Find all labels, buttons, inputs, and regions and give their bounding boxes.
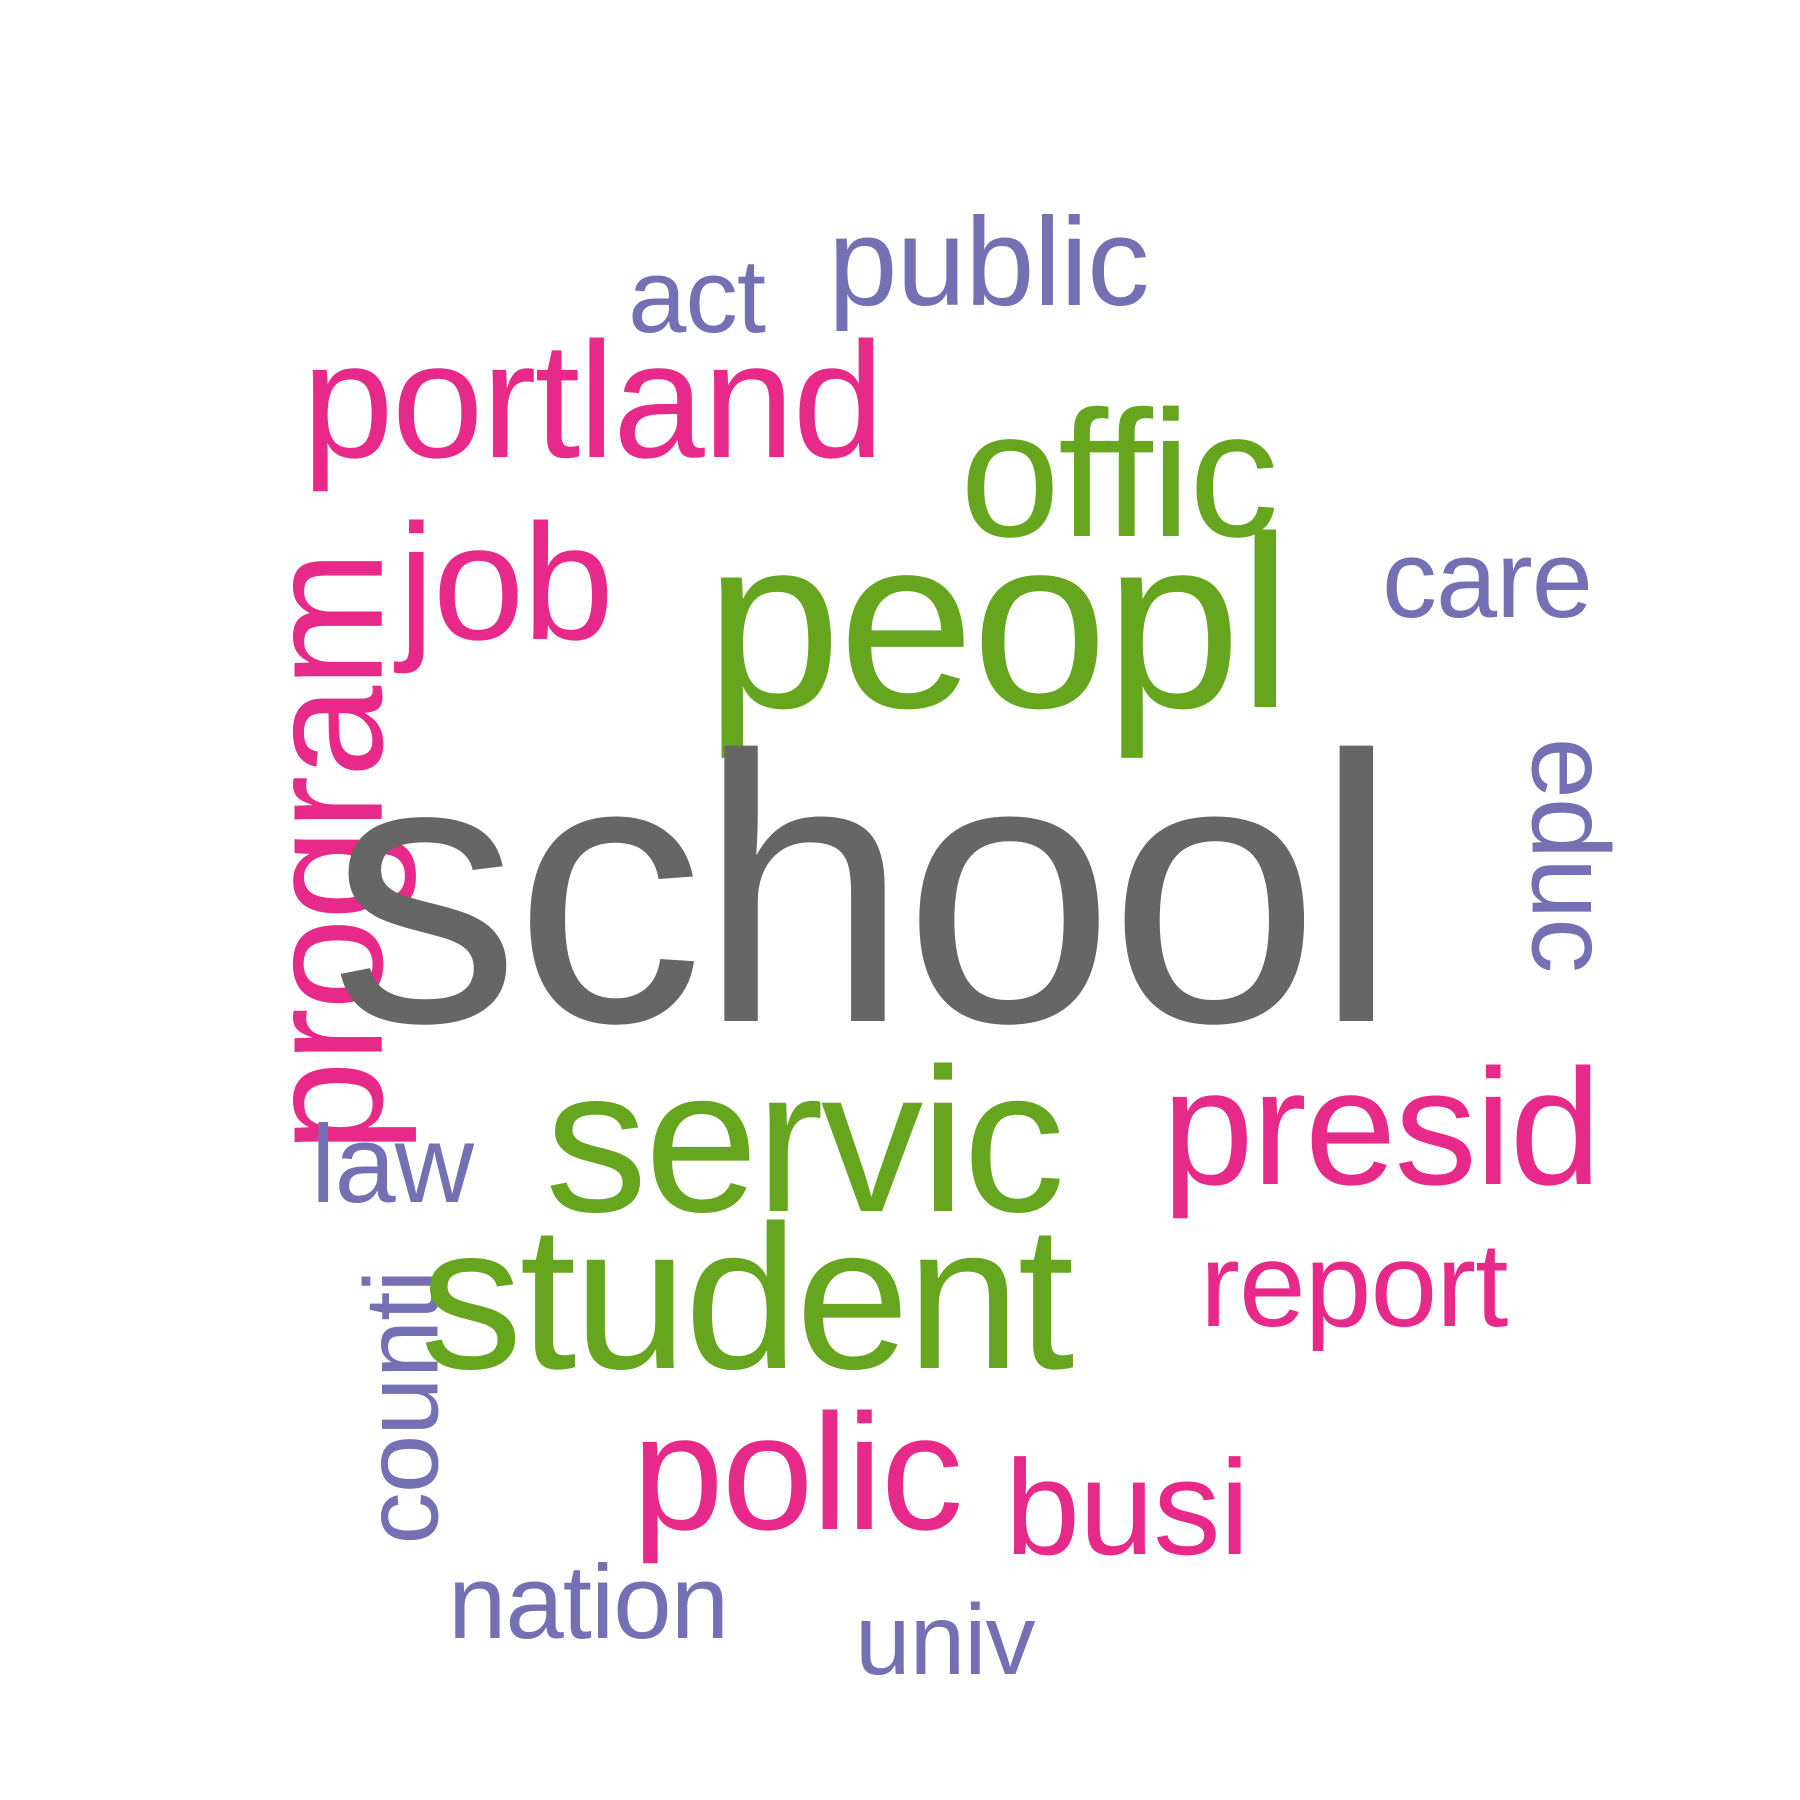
- word-law: law: [311, 1103, 474, 1226]
- word-presid: presid: [1162, 1035, 1601, 1219]
- word-school: school: [330, 677, 1398, 1102]
- word-educ: educ: [1508, 737, 1632, 973]
- word-polic: polic: [632, 1380, 963, 1564]
- word-student: student: [420, 1183, 1074, 1412]
- word-nation: nation: [448, 1544, 729, 1661]
- word-report: report: [1200, 1218, 1508, 1352]
- word-job: job: [398, 490, 614, 674]
- word-public: public: [828, 193, 1150, 332]
- word-portland: portland: [302, 308, 884, 492]
- word-servic: servic: [545, 1026, 1065, 1255]
- word-offic: offic: [960, 374, 1279, 575]
- word-care: care: [1382, 518, 1593, 641]
- word-act: act: [628, 238, 766, 355]
- word-peopl: peopl: [705, 485, 1292, 759]
- word-busi: busi: [1005, 1432, 1250, 1583]
- word-univ: univ: [855, 1584, 1035, 1696]
